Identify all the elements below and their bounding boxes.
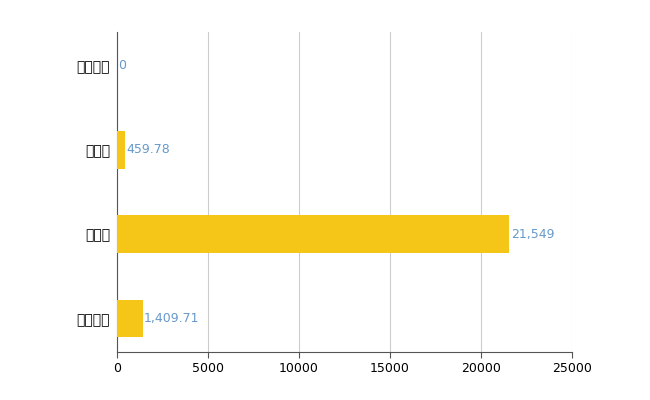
Bar (117, 300, 142, 338)
Text: 0: 0 (118, 59, 127, 72)
Bar (117, 131, 125, 169)
Text: 1,409.71: 1,409.71 (144, 312, 200, 325)
Bar (117, 215, 509, 253)
Text: 459.78: 459.78 (127, 143, 170, 156)
Text: 21,549: 21,549 (511, 228, 554, 241)
